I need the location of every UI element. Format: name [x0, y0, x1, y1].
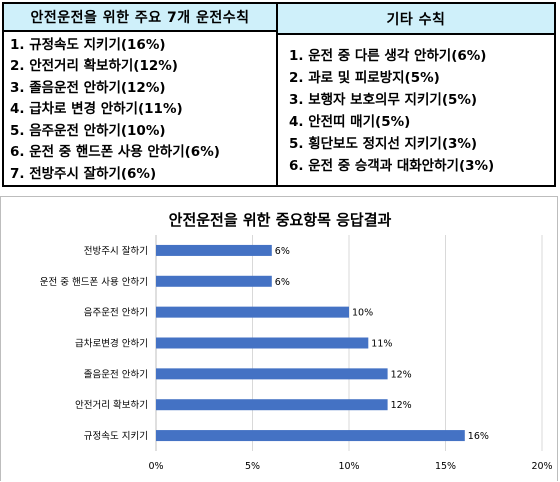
x-tick-label: 20% [531, 461, 552, 472]
category-label: 전방주시 잘하기 [84, 245, 148, 257]
bar [156, 244, 272, 256]
chart-container: 안전운전을 위한 중요항목 응답결과 0% 5% 10% 15% 20% 전방주시 잘하… [0, 196, 558, 481]
main-rule-item-1: 1. 규정속도 지키기(16%) [10, 36, 166, 53]
bar [156, 399, 388, 411]
category-label: 음주운전 안하기 [84, 307, 148, 319]
data-label: 11% [371, 339, 392, 350]
bar [156, 368, 388, 380]
main-rule-item-2: 2. 안전거리 확보하기(12%) [10, 58, 178, 74]
category-label: 급차로변경 안하기 [75, 338, 148, 350]
main-rule-item-3: 3. 졸음운전 안하기(12%) [10, 79, 166, 96]
bar-chart: 안전운전을 위한 중요항목 응답결과 0% 5% 10% 15% 20% 전방주시 잘하… [40, 211, 553, 472]
other-rules-list: 1. 운전 중 다른 생각 안하기(6%) 2. 과로 및 피로방지(5%) 3. … [278, 35, 554, 177]
other-rules-header: 기타 수칙 [278, 4, 554, 35]
other-rule-item-3: 3. 보행자 보호의무 지키기(5%) [289, 92, 478, 108]
other-rule-item-5: 5. 횡단보도 정지선 지키기(3%) [289, 136, 478, 152]
main-rules-list: 1. 규정속도 지키기(16%) 2. 안전거리 확보하기(12%) 3. 졸음운전… [4, 32, 276, 186]
bar [156, 430, 465, 442]
bar [156, 275, 272, 287]
bar [156, 306, 349, 318]
other-rule-item-6: 6. 운전 중 승객과 대화안하기(3%) [289, 158, 495, 174]
main-rule-item-4: 4. 급차로 변경 안하기(11%) [10, 101, 183, 117]
other-rule-item-1: 1. 운전 중 다른 생각 안하기(6%) [289, 48, 487, 64]
data-label: 12% [391, 400, 412, 411]
other-rule-item-2: 2. 과로 및 피로방지(5%) [289, 70, 440, 86]
category-label: 운전 중 핸드폰 사용 안하기 [40, 276, 148, 288]
main-rules-column: 안전운전을 위한 주요 7개 운전수칙 1. 규정속도 지키기(16%) 2. 안… [4, 4, 278, 185]
main-rule-item-5: 5. 음주운전 안하기(10%) [10, 122, 166, 139]
category-label: 졸음운전 안하기 [84, 368, 148, 380]
main-rule-item-7: 7. 전방주시 잘하기(6%) [10, 165, 157, 182]
data-label: 10% [352, 308, 373, 319]
data-label: 6% [275, 277, 290, 288]
other-rule-item-4: 4. 안전띠 매기(5%) [289, 114, 411, 130]
x-tick-label: 15% [435, 461, 456, 472]
x-tick-label: 5% [245, 461, 260, 472]
x-tick-label: 10% [338, 461, 359, 472]
data-label: 12% [391, 369, 412, 380]
chart-title: 안전운전을 위한 중요항목 응답결과 [169, 211, 392, 229]
rules-table: 안전운전을 위한 주요 7개 운전수칙 1. 규정속도 지키기(16%) 2. 안… [2, 2, 556, 187]
data-label: 16% [468, 431, 489, 442]
data-label: 6% [275, 246, 290, 257]
main-rule-item-6: 6. 운전 중 핸드폰 사용 안하기(6%) [10, 144, 220, 160]
main-rules-header: 안전운전을 위한 주요 7개 운전수칙 [4, 4, 276, 32]
other-rules-column: 기타 수칙 1. 운전 중 다른 생각 안하기(6%) 2. 과로 및 피로방지(… [278, 4, 554, 185]
x-tick-label: 0% [148, 461, 163, 472]
category-label: 안전거리 확보하기 [75, 399, 148, 411]
category-label: 규정속도 지키기 [84, 431, 148, 442]
bar [156, 337, 369, 349]
